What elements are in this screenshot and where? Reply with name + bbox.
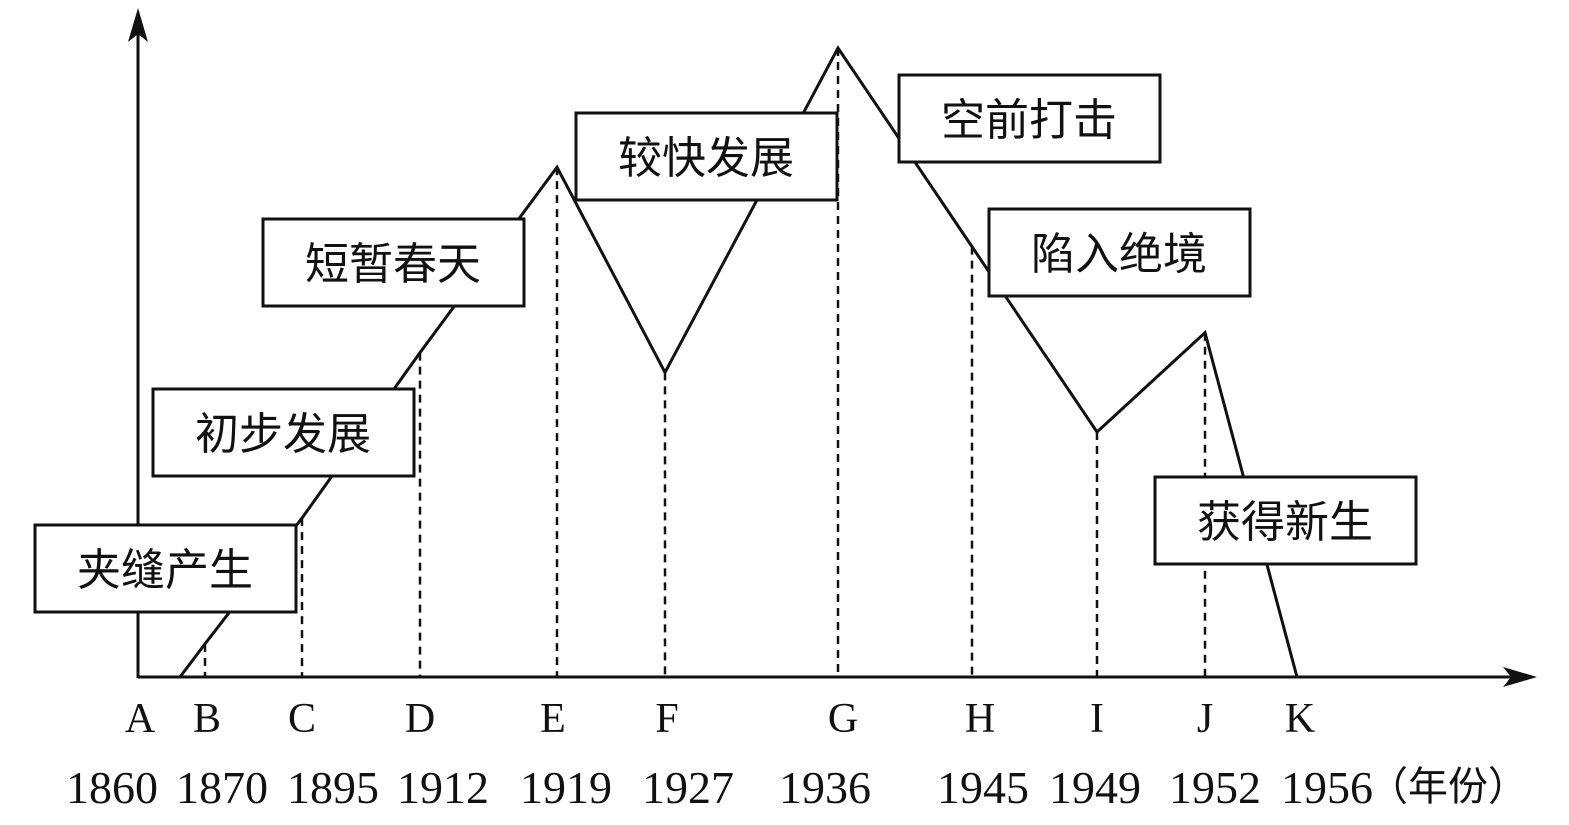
category-label-H: H bbox=[965, 696, 995, 742]
year-label-1912: 1912 bbox=[397, 762, 489, 813]
x-axis-unit: （年份） bbox=[1368, 764, 1528, 810]
annotation-box: 短暂春天 bbox=[261, 217, 526, 308]
category-label-C: C bbox=[288, 696, 316, 742]
category-label-D: D bbox=[405, 696, 435, 742]
year-label-1860: 1860 bbox=[66, 762, 158, 813]
year-label-1870: 1870 bbox=[176, 762, 268, 813]
category-label-K: K bbox=[1285, 696, 1315, 742]
category-label-E: E bbox=[540, 696, 566, 742]
annotation-box: 较快发展 bbox=[574, 111, 839, 202]
year-label-1945: 1945 bbox=[937, 762, 1029, 813]
year-label-1927: 1927 bbox=[642, 762, 734, 813]
year-label-1919: 1919 bbox=[520, 762, 612, 813]
annotation-box: 空前打击 bbox=[897, 73, 1162, 164]
y-axis-arrow-icon bbox=[128, 8, 148, 42]
category-label-J: J bbox=[1197, 696, 1213, 742]
annotation-box: 夹缝产生 bbox=[33, 523, 298, 614]
category-label-B: B bbox=[193, 696, 221, 742]
category-label-G: G bbox=[828, 696, 858, 742]
annotation-box: 获得新生 bbox=[1153, 475, 1418, 566]
annotation-label: 夹缝产生 bbox=[77, 545, 253, 596]
category-label-I: I bbox=[1090, 696, 1104, 742]
annotation-label: 较快发展 bbox=[618, 133, 794, 184]
category-label-F: F bbox=[655, 696, 678, 742]
annotation-box: 初步发展 bbox=[151, 387, 416, 478]
annotation-label: 空前打击 bbox=[941, 95, 1117, 146]
year-label-1949: 1949 bbox=[1049, 762, 1141, 813]
x-axis-arrow-icon bbox=[1503, 667, 1537, 687]
year-label-1952: 1952 bbox=[1169, 762, 1261, 813]
year-label-1895: 1895 bbox=[287, 762, 379, 813]
annotation-label: 短暂春天 bbox=[305, 239, 481, 290]
axes bbox=[128, 8, 1537, 687]
annotation-box: 陷入绝境 bbox=[987, 207, 1252, 298]
annotation-label: 获得新生 bbox=[1197, 497, 1373, 548]
category-label-A: A bbox=[125, 696, 156, 742]
annotation-label: 陷入绝境 bbox=[1031, 229, 1207, 280]
year-label-1956: 1956 bbox=[1281, 762, 1373, 813]
year-label-1936: 1936 bbox=[779, 762, 871, 813]
annotation-label: 初步发展 bbox=[195, 409, 371, 460]
